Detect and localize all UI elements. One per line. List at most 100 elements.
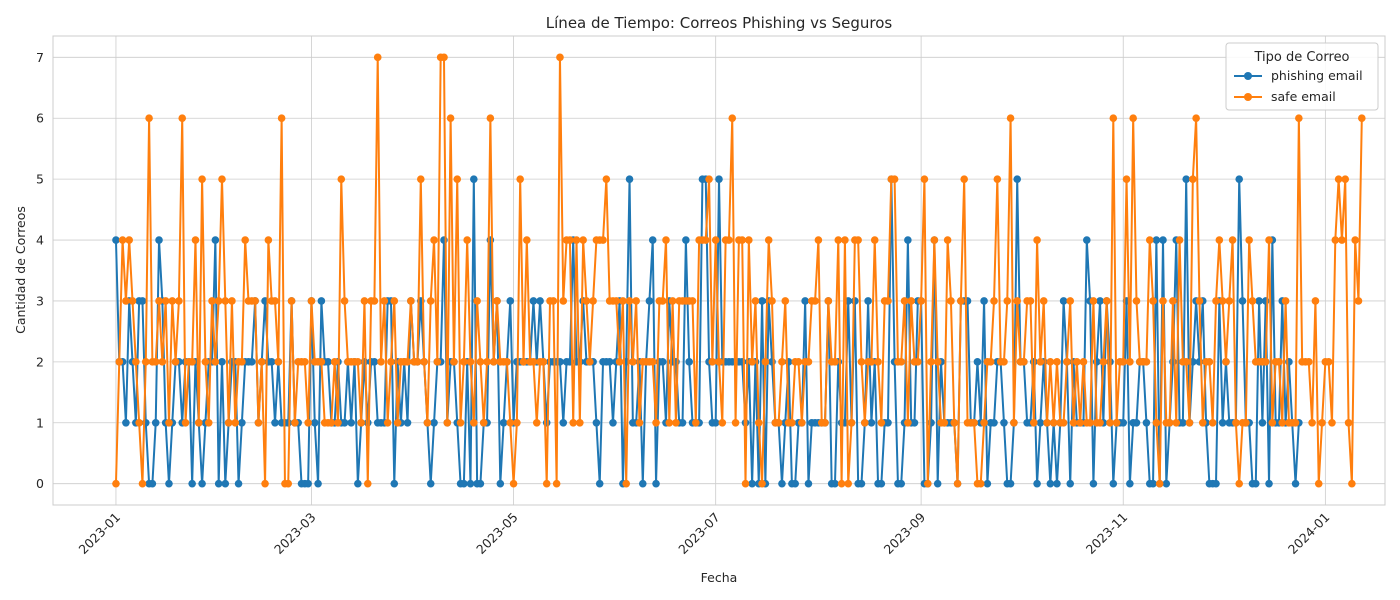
data-point <box>301 358 309 366</box>
data-point <box>1152 418 1161 427</box>
data-point <box>178 114 187 123</box>
data-point <box>579 236 587 244</box>
data-point <box>1185 418 1194 427</box>
data-point <box>155 236 163 244</box>
data-point <box>1228 236 1237 244</box>
data-point <box>354 479 362 488</box>
data-point <box>1278 418 1287 427</box>
data-point <box>1251 479 1260 488</box>
data-point <box>1126 479 1134 488</box>
data-point <box>976 479 985 488</box>
data-point <box>1261 358 1270 366</box>
data-point <box>917 297 925 305</box>
data-point <box>711 418 720 427</box>
data-point <box>1109 479 1118 488</box>
data-point <box>1149 479 1157 488</box>
data-point <box>923 479 932 488</box>
data-point <box>990 418 998 427</box>
data-point <box>1295 114 1303 123</box>
legend-box <box>1225 42 1379 111</box>
data-point <box>980 297 988 305</box>
data-point <box>132 358 140 366</box>
data-point <box>403 358 412 366</box>
data-point <box>1354 297 1363 305</box>
data-point <box>619 297 627 305</box>
data-point <box>851 297 859 305</box>
data-point <box>420 358 428 366</box>
data-point <box>1179 418 1187 427</box>
data-point <box>473 297 481 305</box>
data-point <box>489 358 498 366</box>
data-point <box>307 297 316 305</box>
data-point <box>1119 358 1128 366</box>
data-point <box>884 418 892 427</box>
data-point <box>171 358 180 366</box>
data-point <box>310 418 319 427</box>
data-point <box>460 479 468 488</box>
data-point <box>456 418 465 427</box>
data-point <box>1013 297 1022 305</box>
data-point <box>264 236 273 244</box>
data-point <box>1218 297 1227 305</box>
data-point <box>1142 358 1151 366</box>
data-point <box>271 297 279 305</box>
data-point <box>1169 297 1177 305</box>
data-point <box>1059 418 1068 427</box>
data-point <box>652 479 660 488</box>
data-point <box>532 418 541 427</box>
data-point <box>1039 297 1048 305</box>
data-point <box>897 479 906 488</box>
legend-label-safe: safe email <box>1271 89 1336 104</box>
data-point <box>218 358 226 366</box>
data-point <box>483 358 491 366</box>
data-point <box>764 236 773 244</box>
data-point <box>158 358 167 366</box>
data-point <box>993 175 1002 183</box>
data-point <box>161 297 170 305</box>
data-point <box>943 236 952 244</box>
data-point <box>804 479 813 488</box>
data-point <box>542 479 551 488</box>
data-point <box>383 418 392 427</box>
data-point <box>354 358 362 366</box>
chart-title: Línea de Tiempo: Correos Phishing vs Seg… <box>546 14 893 32</box>
data-point <box>831 358 839 366</box>
data-point <box>393 418 402 427</box>
data-point <box>211 358 220 366</box>
data-point <box>847 418 856 427</box>
data-point <box>857 479 866 488</box>
data-point <box>1338 236 1346 244</box>
data-point <box>370 297 379 305</box>
data-point <box>1218 418 1227 427</box>
data-point <box>377 358 385 366</box>
data-point <box>304 418 312 427</box>
data-point <box>221 479 230 488</box>
data-point <box>337 175 346 183</box>
y-tick-label: 5 <box>36 172 44 187</box>
data-point <box>370 358 379 366</box>
data-point <box>357 418 365 427</box>
data-point <box>214 297 223 305</box>
data-point <box>470 175 478 183</box>
data-point <box>141 358 150 366</box>
data-point <box>748 479 756 488</box>
data-point <box>986 358 995 366</box>
data-point <box>387 358 395 366</box>
data-point <box>1268 418 1277 427</box>
data-point <box>440 53 448 62</box>
data-point <box>1096 418 1104 427</box>
data-point <box>877 418 886 427</box>
data-point <box>1162 479 1171 488</box>
data-point <box>261 479 269 488</box>
data-point <box>1126 358 1134 366</box>
data-point <box>1000 418 1008 427</box>
data-point <box>718 418 727 427</box>
data-point <box>1159 297 1167 305</box>
data-point <box>380 297 389 305</box>
data-point <box>1222 358 1230 366</box>
data-point <box>701 236 710 244</box>
data-point <box>188 479 196 488</box>
data-point <box>241 236 249 244</box>
data-point <box>715 358 723 366</box>
data-point <box>857 358 866 366</box>
